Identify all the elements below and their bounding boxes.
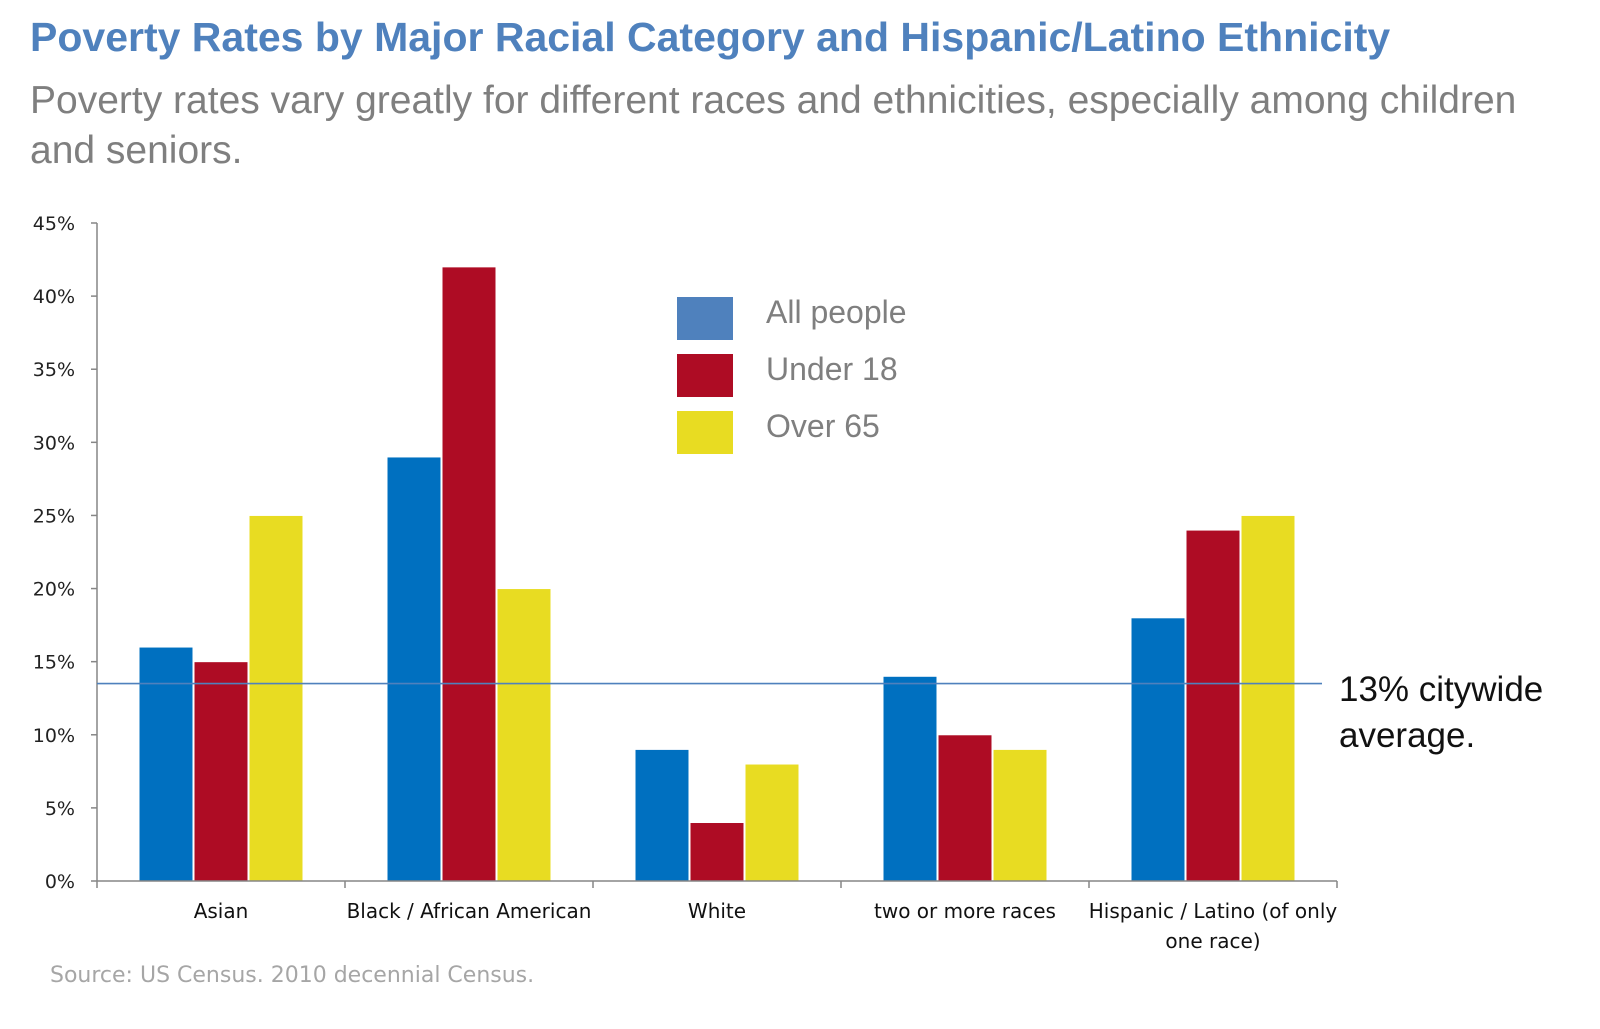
bar [138, 646, 194, 882]
y-tick-label: 35% [33, 359, 75, 381]
y-tick-label: 25% [33, 505, 75, 527]
bar [1240, 514, 1296, 882]
y-tick-label: 0% [45, 871, 75, 893]
y-tick-label: 10% [33, 725, 75, 747]
legend-label: Under 18 [766, 351, 898, 387]
y-tick-label: 45% [33, 213, 75, 235]
y-tick-label: 40% [33, 286, 75, 308]
bar [1130, 617, 1186, 882]
legend-swatch [677, 354, 733, 397]
bar [634, 748, 690, 882]
axes-group: 0% 5% 10% 15% 20% 25% 30% 35% 40% 45% Asian Black /… [33, 213, 1338, 953]
chart-subtitle: Poverty rates vary greatly for different… [30, 79, 1517, 172]
reference-line-label: average. [1339, 716, 1475, 755]
x-category-label: White [688, 899, 746, 923]
bar [386, 456, 442, 882]
legend-swatch [677, 411, 733, 454]
x-category-label: two or more races [874, 899, 1056, 923]
legend-swatch [677, 297, 733, 340]
bar [689, 822, 745, 882]
reference-line-label: 13% citywide [1339, 670, 1543, 709]
y-tick-label: 5% [45, 798, 75, 820]
legend: All people Under 18 Over 65 [677, 294, 907, 454]
bar [496, 588, 552, 882]
reference-line-annotation: 13% citywide average. [1339, 670, 1543, 755]
y-tick-label: 20% [33, 579, 75, 601]
bar [992, 748, 1048, 882]
bar [193, 661, 249, 882]
source-note: Source: US Census. 2010 decennial Census… [50, 963, 535, 988]
x-category-label: Hispanic / Latino (of only [1089, 899, 1338, 923]
legend-label: Over 65 [766, 408, 880, 444]
bar [1185, 529, 1241, 882]
bar [882, 675, 938, 882]
y-tick-label: 30% [33, 432, 75, 454]
bar [248, 514, 304, 882]
bars-group [138, 266, 1296, 882]
chart-title: Poverty Rates by Major Racial Category a… [30, 14, 1391, 60]
legend-label: All people [766, 294, 907, 330]
bar [937, 734, 993, 882]
x-category-label: Asian [194, 899, 249, 923]
bar [441, 266, 497, 882]
x-category-label: one race) [1165, 929, 1260, 953]
x-category-label: Black / African American [347, 899, 592, 923]
y-tick-label: 15% [33, 652, 75, 674]
bar [744, 763, 800, 882]
